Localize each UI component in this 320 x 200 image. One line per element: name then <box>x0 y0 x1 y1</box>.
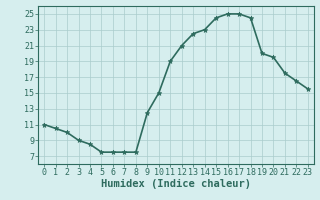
X-axis label: Humidex (Indice chaleur): Humidex (Indice chaleur) <box>101 179 251 189</box>
